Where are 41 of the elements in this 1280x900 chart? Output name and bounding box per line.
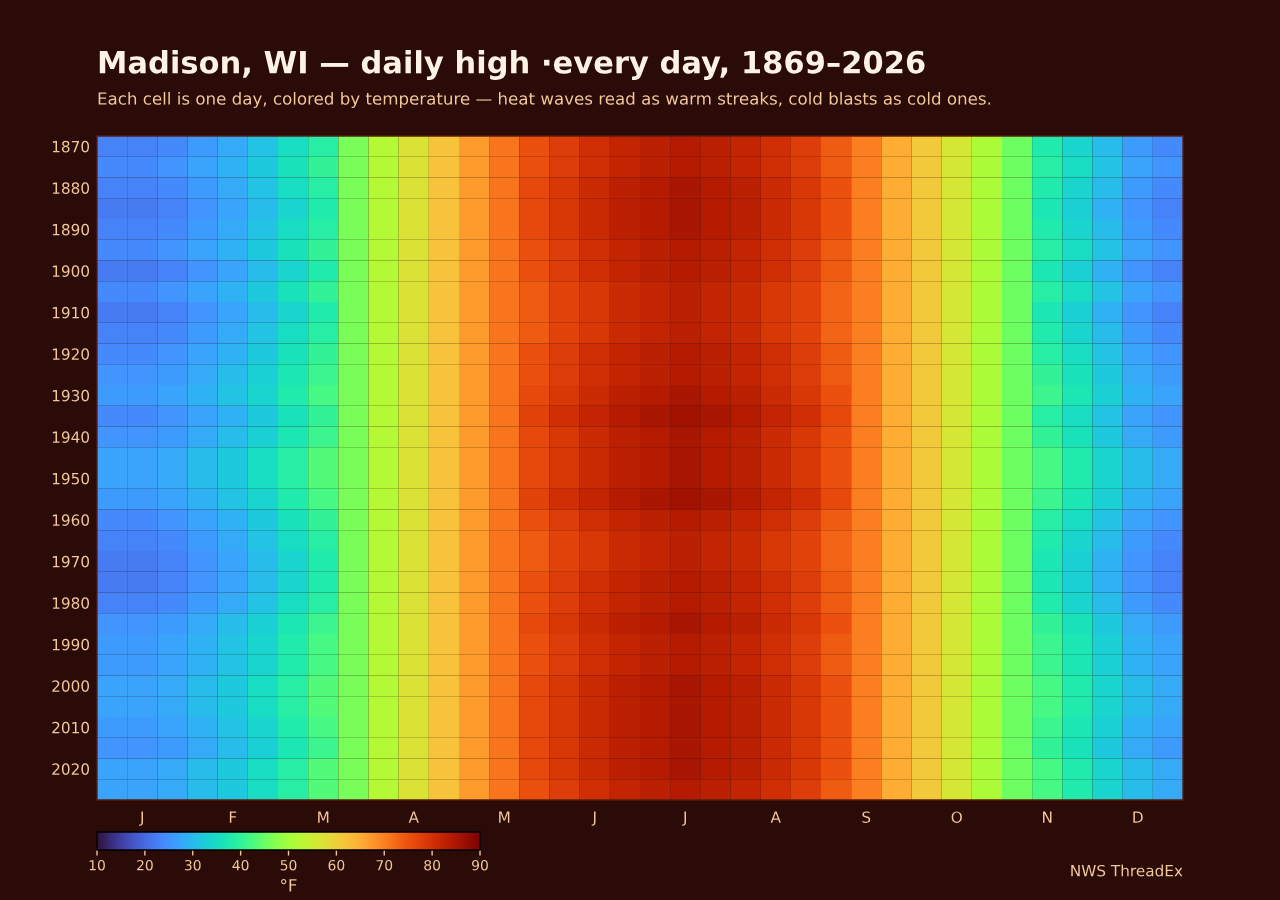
y-tick-label: 1910 bbox=[52, 306, 90, 319]
x-tick-label: J bbox=[682, 811, 686, 826]
color-bar-label: 50 bbox=[280, 859, 297, 871]
y-tick-label: 1970 bbox=[52, 555, 90, 568]
y-tick-label: 1920 bbox=[52, 348, 90, 360]
y-tick-label: 1960 bbox=[52, 514, 90, 526]
chart-subtitle: Each cell is one day, colored by temperature — heat waves read as warm streaks, cold blasts as cold ones. bbox=[98, 91, 991, 109]
color-bar-label: 90 bbox=[472, 859, 488, 871]
y-tick-label: 1890 bbox=[52, 223, 90, 236]
x-tick-label: J bbox=[591, 811, 596, 826]
color-bar-label: 30 bbox=[184, 859, 201, 871]
y-tick-label: 2010 bbox=[52, 721, 90, 734]
color-bar-label: 10 bbox=[89, 859, 105, 871]
x-tick-label: A bbox=[408, 811, 419, 823]
x-tick-label: D bbox=[1133, 811, 1143, 823]
x-tick-label: M bbox=[499, 811, 510, 823]
y-tick-label: 1930 bbox=[52, 389, 90, 402]
x-tick-label: M bbox=[318, 811, 329, 823]
y-tick-label: 1980 bbox=[52, 597, 90, 609]
x-tick-label: F bbox=[229, 811, 237, 823]
x-tick-label: S bbox=[862, 811, 871, 823]
y-tick-label: 1950 bbox=[52, 472, 90, 485]
y-tick-label: 1880 bbox=[52, 182, 90, 194]
color-bar-label: 70 bbox=[376, 859, 393, 871]
chart-title: Madison, WI — daily high ·every day, 1869–2026 bbox=[99, 50, 925, 80]
color-bar-label: 60 bbox=[328, 859, 345, 871]
y-tick-label: 1940 bbox=[52, 431, 90, 443]
x-tick-label: O bbox=[951, 811, 962, 823]
color-bar-title: °F bbox=[281, 879, 297, 892]
color-bar-label: 20 bbox=[137, 859, 153, 871]
text: NWS ThreadEx bbox=[1071, 864, 1183, 877]
y-tick-label: 2000 bbox=[52, 680, 90, 692]
color-bar-label: 80 bbox=[424, 859, 441, 871]
x-tick-label: N bbox=[1043, 811, 1052, 823]
color-bar-label: 40 bbox=[232, 859, 249, 871]
y-tick-label: 1900 bbox=[52, 265, 90, 277]
y-tick-label: 1870 bbox=[52, 140, 90, 153]
x-tick-label: A bbox=[770, 811, 781, 823]
y-tick-label: 1990 bbox=[52, 638, 90, 651]
x-tick-label: J bbox=[139, 811, 143, 826]
y-tick-label: 2020 bbox=[52, 763, 90, 775]
